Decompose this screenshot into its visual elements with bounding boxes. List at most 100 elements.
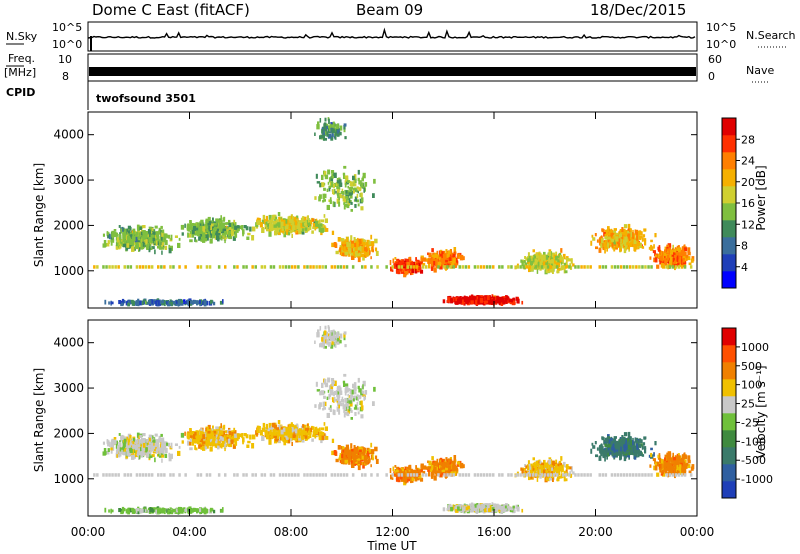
power-cell xyxy=(161,236,163,241)
power-cell xyxy=(640,231,643,235)
power-cell xyxy=(226,222,230,225)
power-cell xyxy=(206,225,209,230)
power-cell xyxy=(548,257,550,263)
power-cell xyxy=(263,218,266,224)
velocity-cell xyxy=(222,425,225,430)
power-cell xyxy=(415,257,417,262)
power-cell xyxy=(149,247,153,250)
velocity-cell xyxy=(150,442,154,448)
velocity-cell xyxy=(262,422,266,428)
cpid-value: twofsound 3501 xyxy=(96,92,196,105)
power-cell xyxy=(683,244,686,248)
power-cell xyxy=(212,228,216,233)
power-cell xyxy=(168,247,172,254)
velocity-cell xyxy=(140,450,143,456)
power-cell xyxy=(343,125,346,130)
velocity-cell xyxy=(217,445,220,450)
velocity-cell xyxy=(266,431,269,437)
power-cell xyxy=(304,229,307,233)
velocity-cell xyxy=(112,441,114,447)
velocity-cell xyxy=(271,433,274,439)
power-cell xyxy=(256,220,260,225)
velocity-cell xyxy=(178,445,181,449)
power-cell xyxy=(606,247,608,252)
power-cell xyxy=(159,239,163,243)
power-cell xyxy=(242,265,245,269)
power-cell xyxy=(318,265,321,269)
power-cell xyxy=(318,219,321,224)
power-cell xyxy=(127,239,129,243)
power-cell xyxy=(150,300,154,304)
power-cell xyxy=(318,196,321,202)
power-cell xyxy=(327,125,331,129)
power-cell xyxy=(688,262,692,266)
velocity-cell xyxy=(199,431,202,436)
date-title: 18/Dec/2015 xyxy=(590,1,687,19)
power-cell xyxy=(441,251,444,255)
power-cell xyxy=(249,226,252,232)
power-cell xyxy=(668,250,670,255)
power-cell xyxy=(657,246,660,251)
power-cell xyxy=(343,173,346,179)
power-cell xyxy=(357,257,361,263)
power-cell xyxy=(455,301,459,305)
nsky-strip xyxy=(87,21,698,52)
power-cell xyxy=(629,241,633,247)
power-cell xyxy=(271,225,274,231)
power-cell xyxy=(485,300,489,304)
power-cell xyxy=(339,125,343,131)
power-cell xyxy=(648,246,651,250)
power-cell xyxy=(216,228,220,232)
velocity-cell xyxy=(225,439,228,443)
power-cell xyxy=(354,204,357,208)
power-cell xyxy=(129,234,133,238)
velocity-cell xyxy=(321,435,325,441)
velocity-cell xyxy=(312,431,316,435)
power-cell xyxy=(348,198,351,204)
power-cell xyxy=(104,299,107,305)
velocity-cell xyxy=(108,441,111,448)
power-cell xyxy=(397,265,401,269)
velocity-cell xyxy=(126,443,131,448)
power-cell xyxy=(297,265,300,269)
power-cell xyxy=(337,129,339,134)
power-cell xyxy=(224,265,227,269)
power-cell xyxy=(417,261,420,267)
power-cell xyxy=(362,172,366,179)
velocity-cell xyxy=(318,427,321,432)
power-cell xyxy=(107,233,111,239)
power-cell xyxy=(164,240,168,245)
velocity-cell xyxy=(235,441,238,446)
power-cell xyxy=(458,296,462,302)
power-cell xyxy=(370,256,372,260)
power-cell xyxy=(282,223,286,227)
power-cell xyxy=(269,221,272,226)
power-cell xyxy=(532,249,535,253)
velocity-cell xyxy=(283,440,287,446)
power-cell xyxy=(207,216,211,222)
power-cell xyxy=(129,243,133,248)
power-cell xyxy=(359,241,362,244)
power-cell xyxy=(516,299,520,304)
velocity-cell xyxy=(148,445,151,451)
power-cell xyxy=(127,230,130,236)
velocity-cell xyxy=(216,436,220,440)
power-cell xyxy=(276,220,280,224)
power-cell xyxy=(208,265,212,269)
power-cell xyxy=(549,265,553,269)
power-cell xyxy=(603,243,607,247)
power-cell xyxy=(362,257,365,261)
power-cell xyxy=(123,230,127,236)
power-cell xyxy=(538,253,540,258)
velocity-cell xyxy=(274,438,279,442)
power-cell xyxy=(669,260,673,266)
power-cell xyxy=(564,270,568,274)
velocity-cell xyxy=(224,430,228,433)
power-cell xyxy=(222,299,224,304)
velocity-cell xyxy=(214,438,216,443)
velocity-cell xyxy=(267,427,271,431)
power-cell xyxy=(628,243,631,248)
velocity-cell xyxy=(152,445,156,450)
power-cell xyxy=(406,271,409,275)
power-cell xyxy=(600,243,603,249)
